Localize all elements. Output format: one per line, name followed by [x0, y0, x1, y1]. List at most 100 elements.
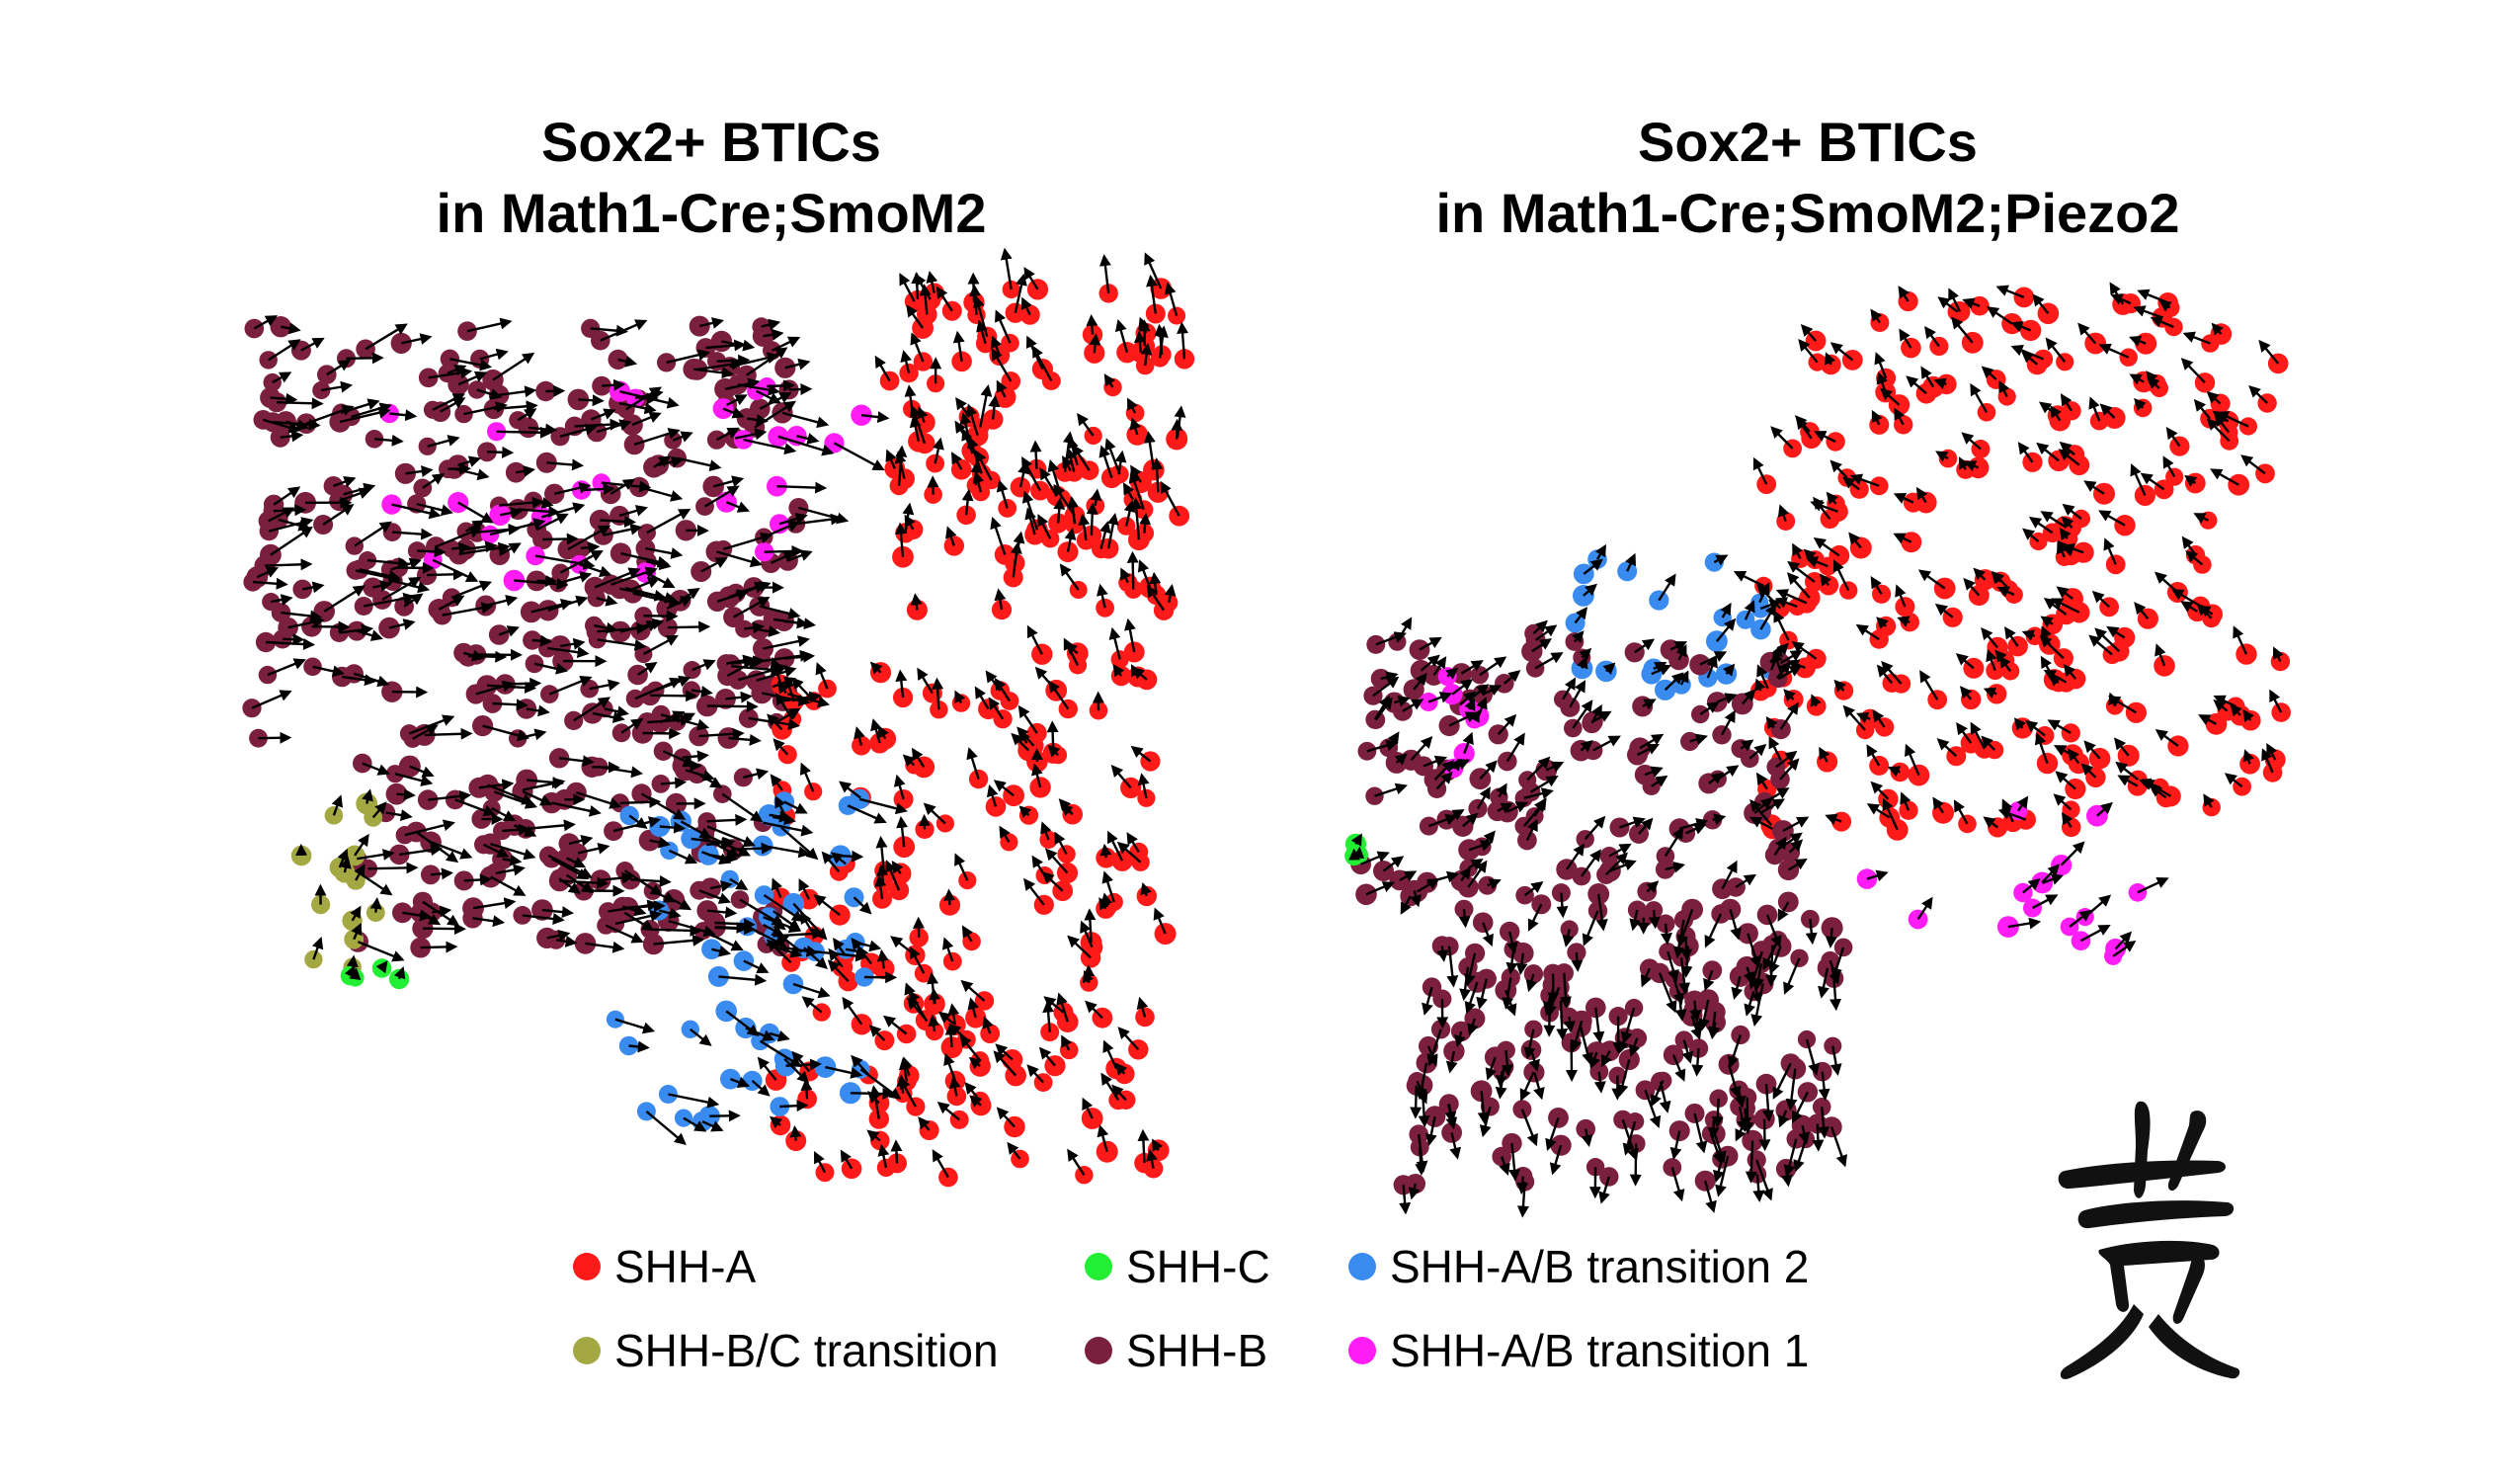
velocity-arrow: [597, 638, 647, 651]
velocity-arrow: [458, 541, 511, 555]
velocity-arrow: [725, 691, 753, 703]
velocity-arrow: [1707, 1119, 1720, 1140]
cell-point-shh-a: [2105, 554, 2126, 575]
velocity-arrow: [2088, 634, 2113, 656]
velocity-arrow: [281, 610, 323, 622]
legend-swatch-shh-ab-transition-1: [1348, 1337, 1376, 1364]
velocity-arrow: [498, 385, 537, 398]
velocity-arrow: [1479, 656, 1507, 677]
cell-point-shh-b: [1624, 998, 1644, 1018]
cell-point-shh-a-b-transition-1: [381, 494, 402, 515]
velocity-arrow: [273, 486, 301, 506]
legend-swatch-shh-c: [1085, 1253, 1112, 1280]
velocity-arrow: [270, 526, 313, 556]
velocity-arrow: [594, 567, 641, 589]
velocity-arrow: [333, 475, 357, 488]
cell-point-shh-b: [1629, 737, 1651, 759]
velocity-arrow: [679, 588, 700, 602]
velocity-arrow: [467, 650, 508, 663]
velocity-arrows: [251, 247, 1189, 1179]
velocity-arrow: [542, 533, 579, 545]
velocity-arrow: [559, 423, 598, 438]
legend-label-shh-b: SHH-B: [1126, 1325, 1268, 1376]
velocity-arrow: [722, 532, 773, 551]
velocity-arrow: [667, 620, 711, 633]
velocity-arrow: [403, 593, 424, 608]
velocity-arrow: [270, 392, 298, 405]
velocity-arrow: [486, 681, 537, 694]
cell-point-shh-b: [1702, 960, 1723, 981]
velocity-arrow: [1584, 815, 1606, 841]
velocity-arrow: [1711, 1098, 1724, 1129]
velocity-arrow: [388, 618, 416, 630]
velocity-arrow: [698, 317, 725, 329]
legend-item-shh-a: SHH-A: [573, 1240, 756, 1293]
velocity-arrow: [1410, 1085, 1423, 1119]
cell-point-shh-b: [385, 782, 408, 805]
cell-point-shh-a: [1806, 648, 1827, 669]
velocity-arrow: [596, 595, 618, 607]
velocity-arrow: [756, 666, 797, 683]
velocity-arrow: [427, 568, 465, 581]
velocity-arrow: [662, 750, 696, 767]
panel-title-left: Sox2+ BTICs in Math1-Cre;SmoM2: [217, 107, 1205, 249]
velocity-arrow: [631, 411, 662, 427]
velocity-arrow: [265, 558, 313, 571]
velocity-arrow: [312, 665, 345, 678]
cell-point-shh-b: [1523, 964, 1544, 984]
cell-point-shh-b: [525, 654, 544, 674]
cell-point-shh-a: [924, 485, 942, 504]
velocity-arrow: [589, 679, 620, 692]
velocity-arrow: [357, 941, 405, 962]
cell-point-shh-a: [1899, 800, 1918, 820]
cell-point-shh-a-b-transition-2: [681, 828, 702, 850]
velocity-arrow: [666, 596, 693, 610]
velocity-arrow: [646, 508, 691, 535]
velocity-arrow: [392, 528, 434, 540]
cell-point-shh-a: [1029, 777, 1051, 798]
cell-point-shh-b: [513, 906, 532, 925]
velocity-arrow: [759, 605, 801, 619]
velocity-arrow: [772, 618, 816, 630]
velocity-arrow: [763, 328, 784, 341]
velocity-arrow: [422, 900, 460, 927]
velocity-arrow: [422, 472, 446, 489]
cell-point-shh-b: [1729, 1080, 1748, 1101]
cell-point-shh-a: [1942, 607, 1963, 627]
velocity-arrow: [366, 557, 410, 569]
velocity-arrow: [417, 545, 447, 558]
velocity-arrow: [605, 924, 644, 944]
velocity-arrow: [498, 496, 544, 509]
velocity-arrow: [721, 339, 756, 352]
velocity-arrow: [450, 580, 493, 600]
velocity-arrow: [619, 795, 662, 808]
velocity-arrow: [546, 458, 585, 471]
cell-point-shh-b: [1525, 659, 1545, 678]
velocity-arrow: [783, 650, 816, 663]
velocity-arrow: [1564, 1016, 1576, 1033]
velocity-arrow: [594, 621, 618, 634]
cell-point-shh-b: [1495, 979, 1517, 1002]
velocity-arrow: [642, 727, 682, 740]
panel-title-right-line2: in Math1-Cre;SmoM2;Piezo2: [1435, 182, 2180, 244]
cell-point-shh-b: [244, 318, 265, 339]
velocity-arrow: [427, 435, 460, 448]
velocity-arrow: [280, 430, 304, 443]
velocity-arrow: [1516, 1176, 1529, 1195]
cell-point-shh-a: [1057, 845, 1076, 864]
cell-point-shh-a: [2184, 472, 2206, 494]
velocity-arrow: [440, 397, 466, 413]
cell-point-shh-a: [1137, 788, 1156, 807]
velocity-arrow: [432, 393, 465, 411]
velocity-arrow: [650, 690, 698, 702]
cell-point-shh-a: [804, 782, 823, 801]
velocity-arrow: [321, 380, 354, 393]
velocity-arrow: [531, 634, 552, 647]
velocity-arrow: [373, 434, 404, 447]
velocity-arrow: [782, 691, 822, 703]
velocity-arrow: [278, 518, 311, 532]
cell-point-shh-b: [520, 601, 542, 623]
velocity-arrow: [747, 414, 769, 426]
velocity-arrow: [323, 585, 366, 613]
velocity-arrow: [442, 602, 494, 617]
